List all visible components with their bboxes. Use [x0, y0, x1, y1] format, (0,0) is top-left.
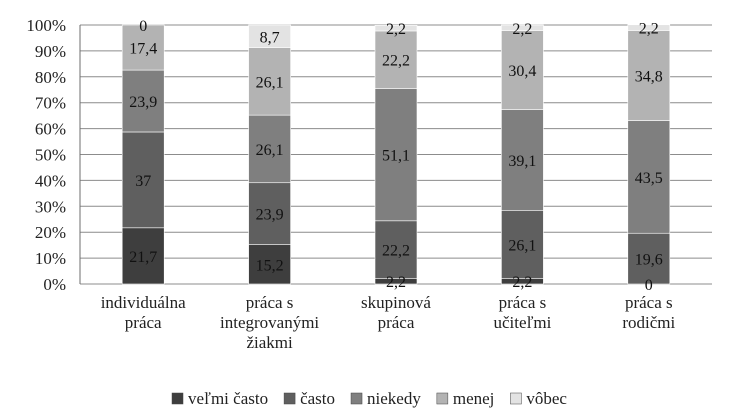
data-label: 39,1 [508, 153, 536, 170]
y-tick-label: 90% [35, 42, 66, 61]
x-category-label-line: práca s [246, 293, 294, 312]
x-category-label-line: žiakmi [246, 333, 293, 352]
x-category-label-line: učiteľmi [493, 313, 551, 332]
bar-segment [627, 232, 671, 285]
x-category-label-line: práca [378, 313, 415, 332]
y-tick-label: 0% [43, 275, 66, 294]
x-category-label: skupinová práca [361, 293, 431, 332]
bar-segment [627, 120, 671, 234]
bar-segment [501, 24, 544, 31]
bar-segment [627, 24, 671, 31]
data-labels: 21,7 37 23,9 17,4 0 15,2 23,9 26,1 26,1 8,7 2,2 22,… [129, 18, 663, 294]
y-tick-label: 20% [35, 223, 66, 242]
bar-segment [121, 24, 165, 71]
data-label: 22,2 [382, 53, 410, 70]
data-label: 2,2 [386, 274, 406, 291]
bar-segment [501, 210, 544, 279]
data-label: 37 [135, 173, 151, 190]
y-tick-label: 80% [35, 68, 66, 87]
x-category-label-line: práca s [625, 293, 673, 312]
legend-swatch [283, 392, 296, 405]
x-category-label: práca s rodičmi [622, 293, 675, 332]
y-tick-label: 70% [35, 94, 66, 113]
bar-segment [248, 47, 291, 116]
data-label: 23,9 [256, 207, 284, 224]
bars [121, 24, 671, 285]
data-label: 22,2 [382, 243, 410, 260]
x-category-label: práca s učiteľmi [493, 293, 551, 332]
data-label: 2,2 [512, 274, 532, 291]
data-label: 26,1 [256, 74, 284, 91]
data-label: 43,5 [635, 170, 663, 187]
x-category-label-line: rodičmi [622, 313, 675, 332]
data-label: 19,6 [635, 252, 663, 269]
x-category-label-line: práca s [499, 293, 547, 312]
data-label: 26,1 [256, 142, 284, 159]
data-label: 34,8 [635, 69, 663, 86]
bar-segment [374, 220, 418, 279]
bar-segment [248, 244, 291, 285]
legend-swatch [510, 392, 522, 405]
data-label: 30,4 [508, 63, 536, 80]
x-category-label: individuálna práca [101, 293, 186, 332]
data-label: 21,7 [129, 249, 157, 266]
legend-swatch [171, 392, 184, 405]
y-tick-label: 10% [35, 249, 66, 268]
y-axis: 0% 10% 20% 30% 40% 50% 60% 70% 80% 90% 100% [26, 16, 81, 294]
bar-segment [501, 30, 544, 110]
legend-label: vôbec [526, 389, 567, 408]
bar-segment [248, 182, 291, 245]
legend-label: často [300, 389, 335, 408]
x-category-label-line: integrovanými [220, 313, 319, 332]
bar-segment [501, 109, 544, 212]
x-category-label-line: individuálna [101, 293, 186, 312]
data-label: 0 [645, 277, 653, 294]
bar-segment [374, 88, 418, 222]
y-tick-label: 100% [26, 16, 66, 35]
bar-segment [374, 30, 418, 89]
x-category-label-line: skupinová [361, 293, 431, 312]
data-label: 17,4 [129, 41, 157, 58]
bar-segment [374, 24, 418, 32]
data-label: 15,2 [256, 257, 284, 274]
legend-label: veľmi často [188, 389, 268, 408]
bar-segment [248, 24, 291, 48]
data-label: 2,2 [386, 21, 406, 38]
x-category-label: práca s integrovanými žiakmi [220, 293, 319, 352]
y-tick-label: 30% [35, 197, 66, 216]
data-label: 2,2 [512, 21, 532, 38]
data-label: 0 [139, 18, 147, 35]
legend-label: menej [453, 389, 495, 408]
y-tick-label: 40% [35, 171, 66, 190]
y-tick-label: 50% [35, 146, 66, 165]
data-label: 8,7 [260, 29, 280, 46]
bar-segment [121, 227, 165, 285]
x-category-label-line: práca [125, 313, 162, 332]
legend-swatch [350, 392, 363, 405]
y-tick-label: 60% [35, 120, 66, 139]
legend: veľmi často často niekedy menej vôbec [171, 389, 567, 408]
bar-segment [248, 114, 291, 184]
legend-swatch [436, 392, 449, 405]
data-label: 51,1 [382, 148, 410, 165]
legend-label: niekedy [367, 389, 421, 408]
data-label: 23,9 [129, 94, 157, 111]
data-label: 2,2 [639, 21, 659, 38]
data-label: 26,1 [508, 238, 536, 255]
bar-segment [121, 131, 165, 229]
